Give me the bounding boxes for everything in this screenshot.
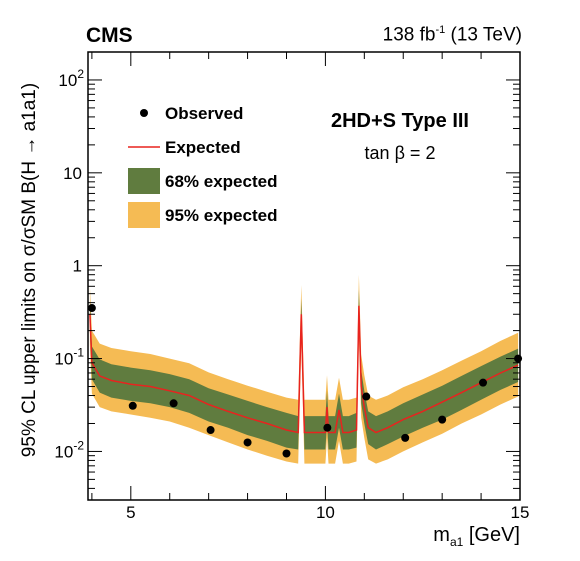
x-axis-subscript: a1 bbox=[449, 535, 464, 549]
observed-point bbox=[282, 449, 291, 458]
x-tick-label: 15 bbox=[511, 503, 530, 522]
x-axis-symbol: m bbox=[433, 524, 450, 546]
parameter-label: tan β = 2 bbox=[364, 143, 436, 163]
luminosity-label: 138 fb-1 (13 TeV) bbox=[383, 24, 522, 46]
legend-label: Observed bbox=[165, 104, 243, 123]
y-tick-label: 10-2 bbox=[54, 438, 84, 461]
observed-point bbox=[401, 433, 410, 442]
observed-point bbox=[479, 378, 488, 387]
model-label: 2HD+S Type III bbox=[330, 110, 469, 132]
y-tick-label: 102 bbox=[58, 67, 84, 90]
expected-line bbox=[89, 305, 519, 434]
plot-frame bbox=[87, 51, 521, 501]
legend-label: 95% expected bbox=[165, 206, 277, 225]
x-axis-unit: [GeV] bbox=[463, 524, 520, 546]
observed-point bbox=[169, 399, 178, 408]
observed-point bbox=[128, 401, 137, 410]
observed-point bbox=[243, 438, 252, 447]
observed-point bbox=[206, 426, 215, 435]
legend-label: 68% expected bbox=[165, 172, 277, 191]
x-tick-label: 10 bbox=[316, 503, 335, 522]
energy-value: (13 TeV) bbox=[445, 24, 522, 46]
band-95-expected bbox=[89, 274, 519, 464]
experiment-label: CMS bbox=[86, 24, 133, 47]
y-axis-title: 95% CL upper limits on σ/σSM B(H → a1a1) bbox=[19, 82, 40, 458]
y-tick-label: 1 bbox=[73, 257, 82, 276]
legend-band95-swatch bbox=[128, 202, 160, 228]
observed-point bbox=[323, 423, 332, 432]
x-tick-label: 5 bbox=[126, 503, 135, 522]
x-axis-title: ma1 [GeV] bbox=[433, 524, 520, 549]
observed-point bbox=[438, 415, 447, 424]
y-tick-label: 10 bbox=[63, 164, 82, 183]
legend-band68-swatch bbox=[128, 168, 160, 194]
legend-label: Expected bbox=[165, 138, 241, 157]
legend-observed-marker bbox=[140, 109, 148, 117]
y-tick-label: 10-1 bbox=[54, 346, 84, 369]
lumi-value: 138 fb bbox=[382, 24, 436, 46]
observed-point bbox=[362, 392, 371, 401]
observed-point bbox=[87, 304, 96, 313]
lumi-exponent: -1 bbox=[435, 24, 446, 36]
band-68-expected bbox=[89, 289, 519, 450]
